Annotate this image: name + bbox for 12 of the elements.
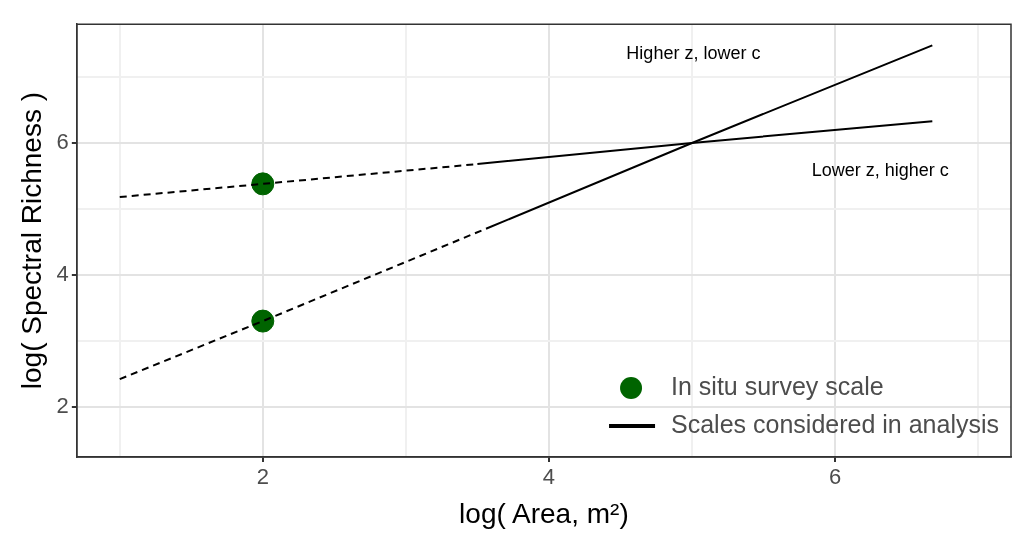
x-tick-label: 4	[542, 464, 556, 490]
legend-label: In situ survey scale	[671, 371, 884, 400]
annotation: Higher z, lower c	[626, 43, 761, 64]
y-tick-label: 2	[56, 392, 69, 418]
y-tick-label: 4	[56, 260, 69, 286]
legend-label: Scales considered in analysis	[671, 409, 1000, 438]
x-tick-label: 2	[256, 464, 269, 490]
x-axis-title: log( Area, m²)	[459, 497, 629, 529]
x-tick-label: 6	[828, 464, 842, 490]
y-tick-label: 6	[56, 129, 69, 155]
annotation: Lower z, higher c	[811, 160, 949, 181]
y-axis-title: log( Spectral Richness )	[15, 91, 47, 390]
